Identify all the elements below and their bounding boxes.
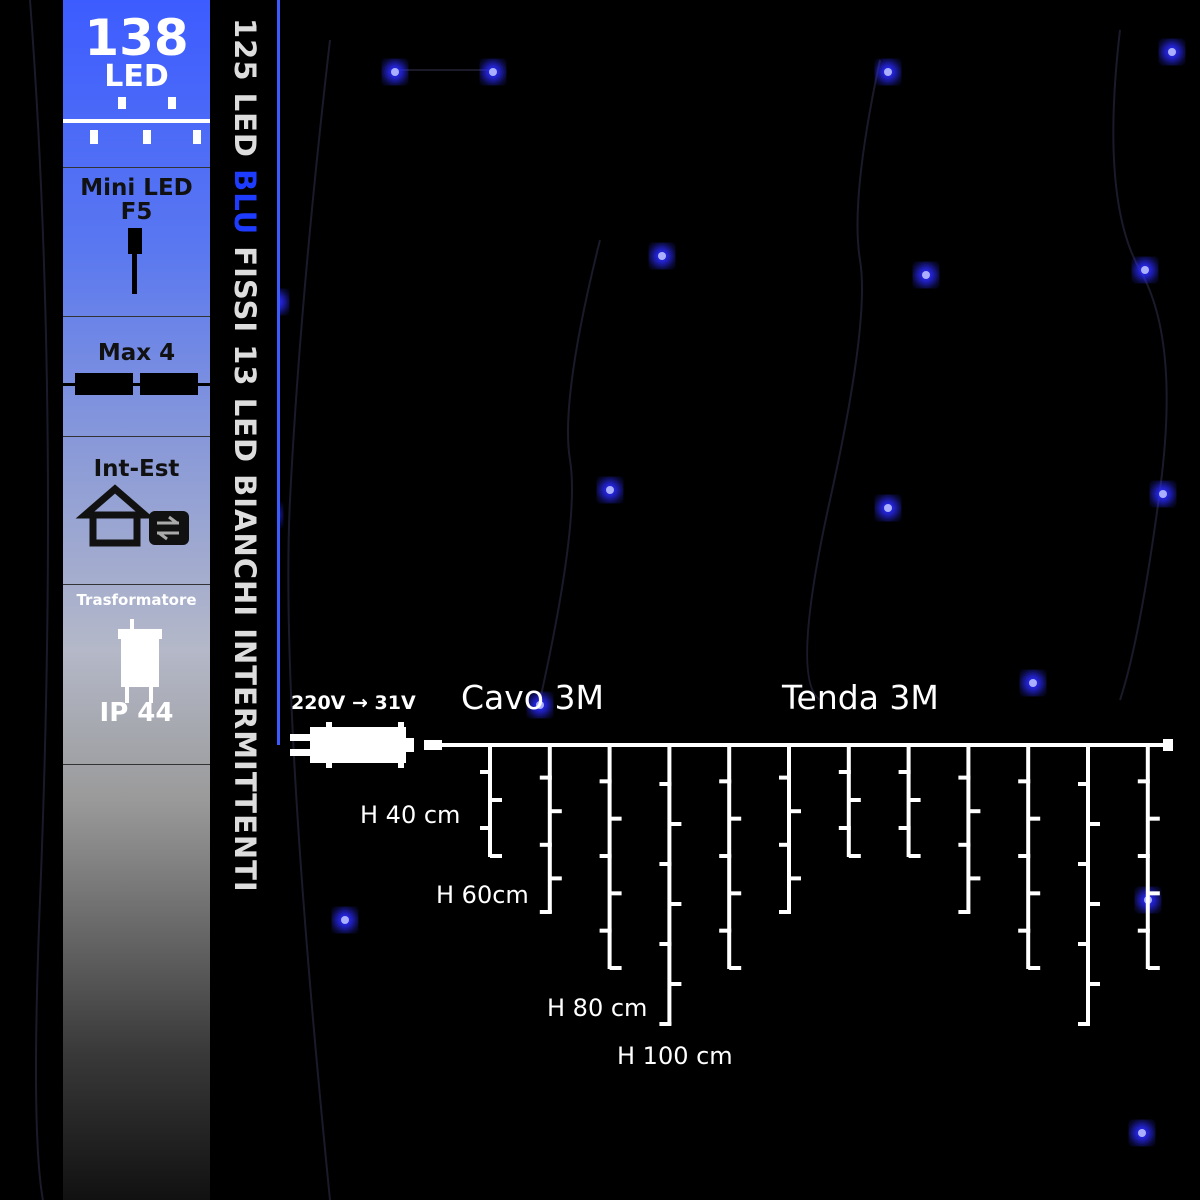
led-bulb — [606, 486, 614, 494]
feature-panel: 138 LED Mini LED F5 Max 4 Int-Est Trasfo… — [63, 0, 210, 1200]
led-string-icon — [63, 97, 210, 144]
led-bulb — [1141, 266, 1149, 274]
led-size: F5 — [120, 199, 153, 225]
led-bulb — [922, 271, 930, 279]
led-count: 138 — [84, 9, 189, 67]
led-type-section: Mini LED F5 — [63, 168, 210, 317]
cable-length-label: Cavo 3M — [461, 678, 604, 717]
product-title: 125 LED BLU FISSI 13 LED BIANCHI INTERMI… — [228, 18, 262, 893]
icicle-drop — [898, 745, 921, 858]
icicle-drop — [480, 745, 502, 858]
led-type: Mini LED — [80, 175, 193, 201]
main-wire — [440, 743, 1170, 747]
indoor-outdoor-icon — [75, 484, 189, 547]
transformer-icon — [118, 619, 162, 703]
title-strip — [210, 0, 278, 1200]
icicle-drop — [779, 745, 801, 914]
height-60-label: H 60cm — [436, 881, 529, 909]
usage: Int-Est — [93, 456, 180, 482]
led-bulb — [1029, 679, 1037, 687]
icicle-drop — [539, 745, 562, 914]
transformer-label: Trasformatore — [76, 591, 197, 609]
title-color-blu: BLU — [228, 169, 262, 236]
height-100-label: H 100 cm — [617, 1042, 733, 1070]
transformer-section: Trasformatore IP 44 — [63, 585, 210, 765]
led-bulb — [658, 252, 666, 260]
curtain-length-label: Tenda 3M — [782, 678, 939, 717]
led-bulb — [1168, 48, 1176, 56]
height-40-label: H 40 cm — [360, 801, 461, 829]
voltage-label: 220V → 31V — [291, 692, 416, 714]
blue-divider — [277, 0, 280, 745]
title-part-3: FISSI 13 LED BIANCHI INTERMITTENTI — [228, 235, 262, 893]
icicle-drop — [1018, 745, 1041, 970]
led-bulb — [884, 68, 892, 76]
led-count-section: 138 LED — [63, 0, 210, 168]
led-unit: LED — [104, 59, 169, 94]
mini-led-bulb-icon — [128, 228, 142, 294]
led-bulb — [1159, 490, 1167, 498]
title-part-1: 125 LED — [228, 18, 262, 170]
led-bulb — [391, 68, 399, 76]
icicle-drop — [659, 745, 682, 1026]
max-connect: Max 4 — [97, 340, 176, 366]
led-bulb — [341, 916, 349, 924]
led-bulb — [1138, 1129, 1146, 1137]
led-lights — [92, 41, 1183, 1146]
connector-icon — [63, 373, 210, 395]
led-bulb — [489, 68, 497, 76]
icicle-drop — [719, 745, 742, 970]
icicle-drop — [958, 745, 981, 914]
led-bulb — [884, 504, 892, 512]
plug-transformer-icon — [290, 722, 442, 768]
ip-rating: IP 44 — [99, 698, 174, 728]
usage-section: Int-Est — [63, 437, 210, 585]
icicle-drop — [1137, 745, 1160, 970]
icicle-drop — [1078, 745, 1100, 1026]
icicle-drop — [838, 745, 861, 858]
icicle-drop — [599, 745, 622, 970]
height-80-label: H 80 cm — [547, 994, 648, 1022]
led-bulb — [536, 701, 544, 709]
wire-end-cap — [1163, 739, 1173, 751]
max-connect-section: Max 4 — [63, 317, 210, 437]
